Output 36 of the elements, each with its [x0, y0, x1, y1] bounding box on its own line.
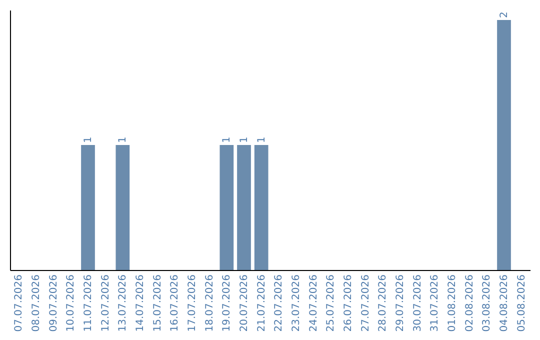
x-tick-label: 31.07.2026 [430, 274, 441, 332]
x-tick-label: 16.07.2026 [170, 274, 181, 332]
x-tick-label: 04.08.2026 [499, 274, 510, 332]
x-tick-label: 29.07.2026 [395, 274, 406, 332]
x-tick-label: 09.07.2026 [48, 274, 60, 332]
data-label: 1 [222, 136, 233, 143]
x-tick-label: 25.07.2026 [326, 274, 337, 332]
x-tick-label: 01.08.2026 [447, 274, 458, 332]
x-tick-label: 24.07.2026 [308, 274, 320, 332]
data-label: 1 [256, 136, 268, 143]
x-tick-label: 20.07.2026 [239, 274, 250, 332]
x-tick-label: 05.08.2026 [516, 274, 528, 332]
data-label: 1 [118, 136, 129, 143]
data-label: 1 [239, 136, 250, 143]
x-tick-label: 11.07.2026 [83, 274, 94, 332]
x-tick-label: 21.07.2026 [256, 274, 268, 332]
x-tick-label: 13.07.2026 [118, 274, 129, 332]
x-tick-label: 17.07.2026 [187, 274, 198, 332]
x-tick-label: 08.07.2026 [31, 274, 42, 332]
x-tick-label: 19.07.2026 [222, 274, 233, 332]
data-label: 2 [499, 12, 510, 18]
x-tick-label: 12.07.2026 [100, 274, 112, 332]
x-tick-label: 18.07.2026 [204, 274, 216, 332]
x-tick-label: 26.07.2026 [343, 274, 354, 332]
x-tick-label: 03.08.2026 [482, 274, 493, 332]
x-tick-label: 28.07.2026 [378, 274, 389, 332]
x-tick-label: 14.07.2026 [135, 274, 146, 332]
x-tick-label: 30.07.2026 [412, 274, 424, 332]
x-tick-label: 15.07.2026 [152, 274, 164, 332]
x-tick-label: 10.07.2026 [66, 274, 77, 332]
x-tick-label: 07.07.2026 [14, 274, 25, 332]
data-label: 1 [83, 136, 94, 143]
x-tick-label: 27.07.2026 [360, 274, 372, 332]
x-tick-label: 22.07.2026 [274, 274, 285, 332]
x-tick-label: 23.07.2026 [291, 274, 302, 332]
x-tick-label: 02.08.2026 [464, 274, 476, 332]
